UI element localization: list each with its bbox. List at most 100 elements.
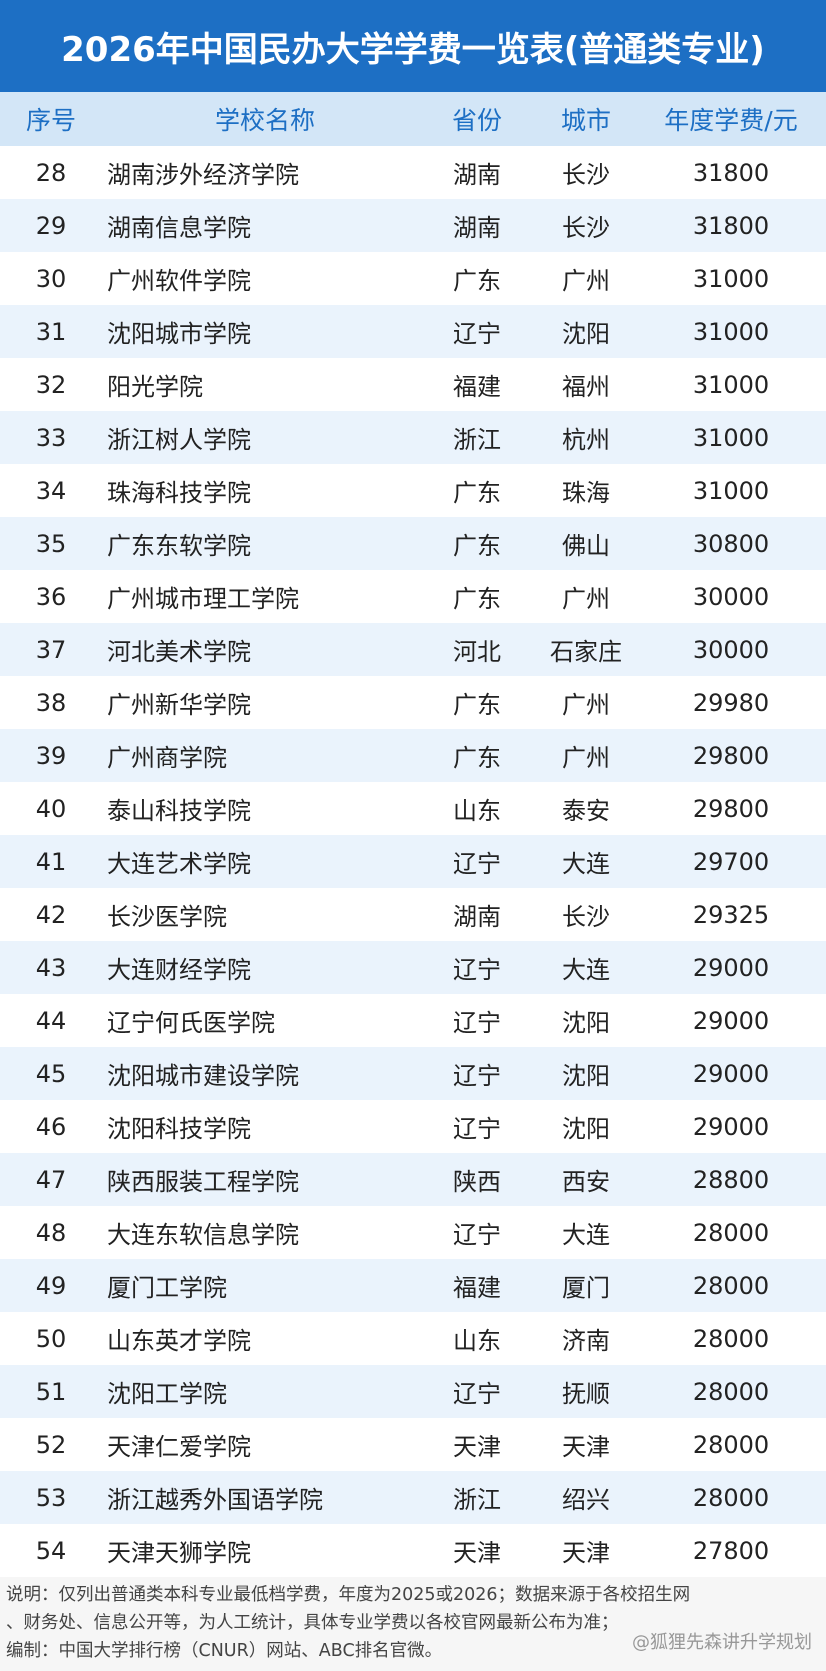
school-name: 阳光学院 (107, 373, 203, 401)
province: 湖南 (453, 214, 501, 242)
tuition: 28000 (692, 1483, 770, 1512)
rank: 44 (35, 1006, 67, 1035)
province: 广东 (453, 267, 501, 295)
rank: 38 (35, 688, 67, 717)
province: 天津 (453, 1539, 501, 1567)
tuition: 31000 (692, 476, 770, 505)
province: 辽宁 (453, 1221, 501, 1249)
tuition: 31000 (692, 317, 770, 346)
note-line: 说明：仅列出普通类本科专业最低档学费，年度为2025或2026；数据来源于各校招… (6, 1585, 691, 1605)
rank: 32 (35, 370, 67, 399)
school-name: 大连艺术学院 (107, 850, 251, 878)
tuition: 29700 (692, 847, 770, 876)
tuition: 29000 (692, 953, 770, 982)
city: 厦门 (562, 1274, 610, 1302)
rank: 49 (35, 1271, 67, 1300)
school-name: 河北美术学院 (107, 638, 251, 666)
province: 福建 (453, 1274, 501, 1302)
province: 广东 (453, 585, 501, 613)
school-name: 长沙医学院 (107, 903, 227, 931)
rank: 36 (35, 582, 67, 611)
school-name: 浙江越秀外国语学院 (107, 1486, 323, 1514)
watermark: @狐狸先森讲升学规划 (632, 1632, 812, 1653)
table-row: 43 大连财经学院 辽宁 大连 29000 (0, 941, 826, 994)
footer: 说明：仅列出普通类本科专业最低档学费，年度为2025或2026；数据来源于各校招… (0, 1577, 826, 1671)
table-row: 42 长沙医学院 湖南 长沙 29325 (0, 888, 826, 941)
province: 辽宁 (453, 956, 501, 984)
province: 辽宁 (453, 1380, 501, 1408)
header-row: 序号 学校名称 省份 城市 年度学费/元 (0, 92, 826, 146)
table-row: 35 广东东软学院 广东 佛山 30800 (0, 517, 826, 570)
city: 广州 (562, 744, 610, 772)
school-name: 沈阳工学院 (107, 1380, 227, 1408)
table-row: 29 湖南信息学院 湖南 长沙 31800 (0, 199, 826, 252)
tuition: 28800 (692, 1165, 770, 1194)
school-name: 广州新华学院 (107, 691, 251, 719)
school-name: 山东英才学院 (107, 1327, 251, 1355)
table-row: 34 珠海科技学院 广东 珠海 31000 (0, 464, 826, 517)
school-name: 浙江树人学院 (107, 426, 251, 454)
rank: 31 (35, 317, 67, 346)
table-row: 52 天津仁爱学院 天津 天津 28000 (0, 1418, 826, 1471)
city: 沈阳 (562, 320, 610, 348)
school-name: 辽宁何氏医学院 (107, 1009, 275, 1037)
column-header: 省份 (451, 106, 502, 135)
note-line: 、财务处、信息公开等，为人工统计，具体专业学费以各校官网最新公布为准； (6, 1613, 619, 1633)
school-name: 泰山科技学院 (107, 797, 251, 825)
rank: 29 (35, 211, 67, 240)
province: 辽宁 (453, 320, 501, 348)
table-row: 28 湖南涉外经济学院 湖南 长沙 31800 (0, 146, 826, 199)
note-line: 编制：中国大学排行榜（CNUR）网站、ABC排名官微。 (6, 1641, 443, 1661)
city: 珠海 (562, 479, 610, 507)
rank: 54 (35, 1536, 67, 1565)
province: 广东 (453, 532, 501, 560)
rank: 41 (35, 847, 67, 876)
table-row: 47 陕西服装工程学院 陕西 西安 28800 (0, 1153, 826, 1206)
tuition: 29980 (692, 688, 770, 717)
tuition: 30000 (692, 635, 770, 664)
province: 山东 (453, 1327, 501, 1355)
city: 沈阳 (562, 1115, 610, 1143)
table-row: 30 广州软件学院 广东 广州 31000 (0, 252, 826, 305)
rank: 30 (35, 264, 67, 293)
tuition: 28000 (692, 1324, 770, 1353)
rank: 45 (35, 1059, 67, 1088)
tuition: 28000 (692, 1377, 770, 1406)
school-name: 天津天狮学院 (107, 1539, 251, 1567)
tuition: 29800 (692, 741, 770, 770)
rank: 40 (35, 794, 67, 823)
rank: 52 (35, 1430, 67, 1459)
city: 天津 (562, 1539, 610, 1567)
tuition: 28000 (692, 1430, 770, 1459)
rank: 46 (35, 1112, 67, 1141)
city: 绍兴 (562, 1486, 610, 1514)
province: 山东 (453, 797, 501, 825)
rank: 33 (35, 423, 67, 452)
table-row: 53 浙江越秀外国语学院 浙江 绍兴 28000 (0, 1471, 826, 1524)
table-row: 40 泰山科技学院 山东 泰安 29800 (0, 782, 826, 835)
province: 广东 (453, 744, 501, 772)
column-header: 年度学费/元 (664, 106, 798, 135)
title: 2026年中国民办大学学费一览表(普通类专业) (0, 0, 826, 92)
rank: 42 (35, 900, 67, 929)
province: 浙江 (453, 426, 501, 454)
table: 序号 学校名称 省份 城市 年度学费/元 28 湖南涉外经济学院 湖南 长沙 31800 29 湖南信… (0, 92, 826, 1577)
province: 广东 (453, 479, 501, 507)
province: 浙江 (453, 1486, 501, 1514)
school-name: 沈阳城市建设学院 (107, 1062, 299, 1090)
tuition: 29800 (692, 794, 770, 823)
tuition: 29325 (692, 900, 770, 929)
city: 长沙 (562, 161, 610, 189)
province: 湖南 (453, 903, 501, 931)
province: 河北 (453, 638, 501, 666)
city: 沈阳 (562, 1009, 610, 1037)
city: 沈阳 (562, 1062, 610, 1090)
tuition: 30800 (692, 529, 770, 558)
rank: 37 (35, 635, 67, 664)
city: 大连 (562, 1221, 610, 1249)
table-row: 36 广州城市理工学院 广东 广州 30000 (0, 570, 826, 623)
table-row: 31 沈阳城市学院 辽宁 沈阳 31000 (0, 305, 826, 358)
tuition: 28000 (692, 1218, 770, 1247)
column-header: 学校名称 (214, 106, 315, 135)
